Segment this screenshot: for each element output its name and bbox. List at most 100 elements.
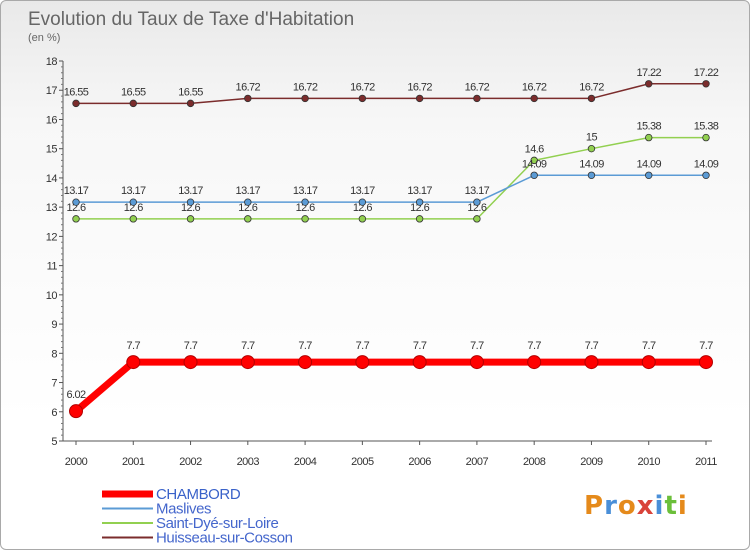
x-tick-label: 2008 <box>523 456 546 468</box>
x-tick-label: 2009 <box>580 456 603 468</box>
data-label: 16.72 <box>350 81 375 93</box>
y-tick-label: 9 <box>51 319 57 331</box>
legend-label: CHAMBORD <box>156 486 241 503</box>
logo-letter: i <box>677 491 688 521</box>
data-label: 13.17 <box>465 185 490 197</box>
data-label: 7.7 <box>413 340 427 352</box>
data-point <box>530 94 538 103</box>
data-label: 13.17 <box>293 185 318 197</box>
data-point <box>186 215 195 223</box>
data-point <box>358 94 367 103</box>
data-label: 16.72 <box>579 81 604 93</box>
data-point <box>72 215 80 223</box>
data-point <box>645 80 653 88</box>
data-point <box>530 171 538 179</box>
data-label: 6.02 <box>66 389 85 401</box>
data-label: 7.7 <box>699 340 713 352</box>
y-tick-label: 6 <box>51 407 57 419</box>
data-point <box>240 355 255 370</box>
data-point <box>244 94 252 103</box>
data-label: 12.6 <box>238 202 257 214</box>
data-point <box>301 215 309 223</box>
x-tick-label: 2006 <box>408 456 431 468</box>
data-point <box>183 355 198 370</box>
data-label: 12.6 <box>410 202 429 214</box>
data-label: 14.09 <box>694 158 719 170</box>
data-label: 7.7 <box>298 340 312 352</box>
data-point <box>298 355 313 370</box>
data-label: 13.17 <box>350 185 375 197</box>
series-saint-dy-sur-loire: 12.6 12.6 12.6 12.6 12.6 12.6 12.6 12.6 14.6 15 15… <box>66 121 719 223</box>
data-label: 7.7 <box>356 340 370 352</box>
data-label: 12.6 <box>124 202 143 214</box>
data-label: 16.55 <box>121 86 146 98</box>
data-point <box>530 156 538 165</box>
data-point <box>473 198 481 206</box>
data-point <box>358 215 367 223</box>
series-maslives: 13.17 13.17 13.17 13.17 13.17 13.17 13.17 13.17… <box>64 158 719 206</box>
data-label: 17.22 <box>694 67 719 79</box>
legend-label: Maslives <box>156 501 211 518</box>
data-label: 7.7 <box>184 340 198 352</box>
data-label: 7.7 <box>241 340 255 352</box>
x-tick-label: 2010 <box>637 456 660 468</box>
data-label: 16.55 <box>178 86 203 98</box>
logo-letter: o <box>617 491 637 521</box>
data-point <box>129 99 137 108</box>
proxiti-logo: Proxiti <box>584 491 688 521</box>
y-tick-label: 5 <box>51 436 57 448</box>
legend: CHAMBORDMaslivesSaint-Dyé-sur-LoireHuiss… <box>102 486 293 547</box>
data-label: 13.17 <box>407 185 432 197</box>
logo-letter: x <box>636 491 655 521</box>
data-point <box>702 133 710 142</box>
data-label: 7.7 <box>127 340 141 352</box>
data-label: 12.6 <box>66 202 85 214</box>
data-label: 12.6 <box>467 202 486 214</box>
data-point <box>645 171 653 179</box>
data-point <box>699 355 713 370</box>
data-point <box>587 94 596 103</box>
data-point <box>355 355 370 370</box>
data-label: 7.7 <box>642 340 656 352</box>
data-point <box>129 215 137 223</box>
data-point <box>186 198 195 206</box>
data-point <box>702 171 710 179</box>
y-tick-label: 18 <box>46 56 58 68</box>
data-point <box>641 355 656 370</box>
data-label: 16.72 <box>293 81 318 93</box>
y-tick-label: 15 <box>46 144 58 156</box>
data-label: 7.7 <box>585 340 599 352</box>
x-tick-label: 2011 <box>695 456 717 468</box>
data-label: 14.09 <box>636 158 661 170</box>
series-line <box>75 136 707 220</box>
data-label: 15.38 <box>636 121 661 133</box>
data-label: 7.7 <box>527 340 541 352</box>
data-point <box>126 355 141 370</box>
chart-title: Evolution du Taux de Taxe d'Habitation <box>28 9 354 30</box>
data-point <box>587 144 596 153</box>
logo-letter: P <box>584 491 605 521</box>
data-label: 14.09 <box>579 158 604 170</box>
series-layer: 16.55 16.55 16.55 16.72 16.72 16.72 16.72 16.72… <box>64 67 719 419</box>
x-tick-label: 2004 <box>294 456 317 468</box>
y-tick-label: 17 <box>46 85 58 97</box>
data-label: 14.09 <box>522 158 547 170</box>
data-point <box>358 198 367 206</box>
x-tick-label: 2000 <box>65 456 88 468</box>
data-label: 15.38 <box>694 121 719 133</box>
y-tick-label: 14 <box>46 173 58 185</box>
y-tick-label: 12 <box>46 231 58 243</box>
data-label: 15 <box>586 132 598 144</box>
data-point <box>244 198 252 206</box>
logo-letter: i <box>654 491 665 521</box>
y-tick-label: 16 <box>46 114 58 126</box>
data-label: 16.55 <box>64 86 89 98</box>
x-tick-label: 2003 <box>237 456 260 468</box>
data-point <box>301 94 309 103</box>
y-tick-label: 11 <box>47 261 58 273</box>
data-label: 12.6 <box>353 202 372 214</box>
data-point <box>69 404 83 419</box>
x-tick-label: 2005 <box>351 456 374 468</box>
data-label: 13.17 <box>121 185 146 197</box>
